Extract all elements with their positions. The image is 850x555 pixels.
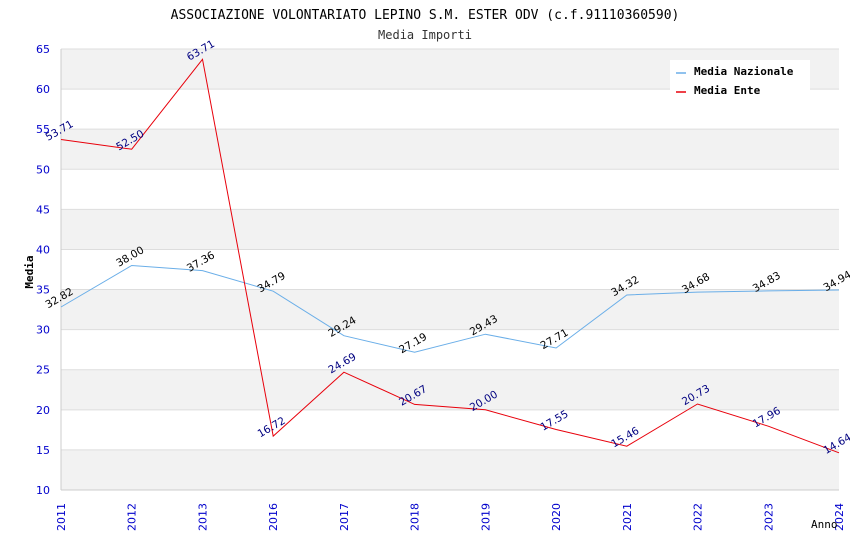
chart-title: ASSOCIAZIONE VOLONTARIATO LEPINO S.M. ES…	[171, 8, 680, 23]
x-tick-labels: 2011 2012 2013 2016 2017 2018 2019 2020 2021 2022…	[55, 503, 846, 531]
y-tick-labels: 10 15 20 25 30 35 40 45 50 55 60 65	[36, 43, 50, 497]
x-tick-label: 2024	[833, 503, 846, 531]
x-tick-label: 2013	[196, 503, 209, 531]
y-tick-label: 10	[36, 484, 50, 497]
series-line-ente	[60, 58, 840, 454]
y-tick-label: 65	[36, 43, 50, 56]
y-tick-label: 20	[36, 404, 50, 417]
legend-box	[670, 60, 810, 101]
grid-lines	[61, 48, 839, 491]
grid-band	[61, 129, 839, 170]
x-axis-label: Anno	[811, 518, 838, 531]
axes	[60, 49, 839, 491]
x-tick-label: 2019	[479, 503, 492, 531]
series-lines	[60, 58, 840, 454]
x-tick-label: 2018	[409, 503, 422, 531]
grid-band	[61, 449, 839, 490]
legend: Media Nazionale Media Ente	[670, 60, 810, 101]
grid-band	[61, 289, 839, 330]
x-tick-label: 2021	[621, 503, 634, 531]
x-tick-label: 2023	[762, 503, 775, 531]
x-tick-label: 2012	[126, 503, 139, 531]
x-tick-label: 2017	[338, 503, 351, 531]
grid-band	[61, 369, 839, 410]
y-tick-label: 55	[36, 123, 50, 136]
y-tick-label: 50	[36, 163, 50, 176]
chart-subtitle: Media Importi	[378, 28, 472, 42]
data-label: 15.46	[609, 425, 641, 451]
x-tick-label: 2011	[55, 503, 68, 531]
y-tick-label: 30	[36, 324, 50, 337]
grid-band	[61, 209, 839, 250]
legend-label-nazionale: Media Nazionale	[694, 65, 794, 78]
data-label: 16.72	[256, 415, 288, 440]
data-label: 17.55	[539, 408, 571, 433]
legend-label-ente: Media Ente	[694, 84, 761, 97]
y-tick-label: 60	[36, 83, 50, 96]
y-tick-label: 35	[36, 284, 50, 297]
y-tick-label: 40	[36, 243, 50, 256]
x-tick-label: 2016	[267, 503, 280, 531]
x-tick-label: 2020	[550, 503, 563, 531]
data-label: 27.71	[539, 327, 571, 352]
y-axis-label: Media	[23, 255, 36, 288]
x-tick-label: 2022	[692, 503, 705, 531]
y-tick-label: 45	[36, 203, 50, 216]
grid-bands	[61, 49, 839, 490]
series-line-nazionale	[60, 264, 840, 353]
y-tick-label: 15	[36, 444, 50, 457]
data-label: 27.19	[397, 331, 429, 356]
y-tick-label: 25	[36, 364, 50, 377]
